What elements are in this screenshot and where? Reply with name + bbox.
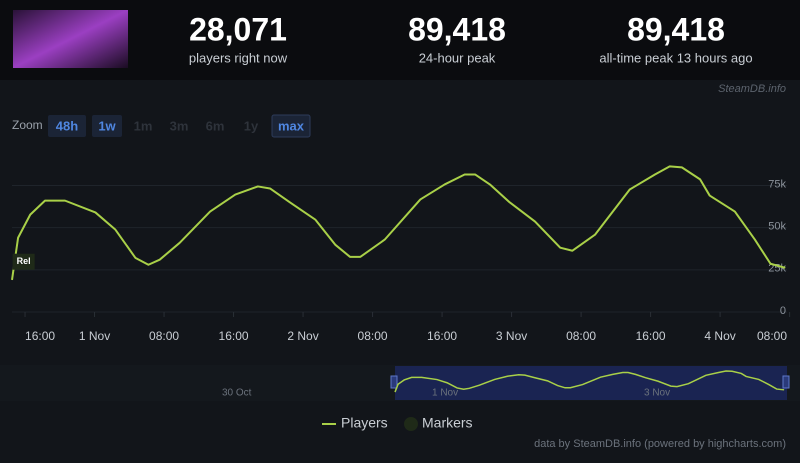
navigator-line — [394, 370, 785, 393]
x-tick-label: 1 Nov — [79, 329, 110, 343]
stat-label: all-time peak 13 hours ago — [599, 50, 752, 65]
legend-entry[interactable]: Markers — [422, 415, 473, 431]
navigator-label: 3 Nov — [644, 388, 670, 399]
zoom-button-label[interactable]: 48h — [56, 118, 78, 133]
navigator-label: 30 Oct — [222, 388, 252, 399]
x-tick-label: 16:00 — [636, 329, 666, 343]
x-tick-label: 08:00 — [757, 329, 787, 343]
zoom-button-label: 1m — [134, 118, 153, 133]
zoom-button-label[interactable]: max — [278, 118, 305, 133]
zoom-button-label: 3m — [170, 118, 189, 133]
navigator-handle[interactable] — [390, 375, 398, 389]
zoom-button-label: 6m — [206, 118, 225, 133]
footer[interactable]: data by SteamDB.info (powered by highcha… — [534, 438, 786, 450]
header-bar — [0, 0, 800, 80]
stat-value: 89,418 — [408, 11, 506, 47]
navigator-handle[interactable] — [782, 375, 790, 389]
x-tick-label: 08:00 — [566, 329, 596, 343]
x-tick-label: 16:00 — [25, 329, 55, 343]
marker[interactable] — [12, 253, 35, 270]
stat-value: 28,071 — [189, 11, 287, 47]
zoom-button[interactable] — [271, 114, 311, 138]
x-tick-label: 16:00 — [427, 329, 457, 343]
series-line — [11, 165, 786, 281]
x-tick-label: 2 Nov — [287, 329, 318, 343]
x-tick-label: 4 Nov — [704, 329, 735, 343]
zoom-button[interactable] — [48, 115, 86, 137]
legend-entry[interactable]: Players — [341, 415, 388, 431]
zoom-button-label: 1y — [244, 118, 259, 133]
y-tick-label: 25k — [768, 263, 786, 275]
zoom-button[interactable] — [92, 115, 122, 137]
x-tick-label: 3 Nov — [496, 329, 527, 343]
x-tick-label: 16:00 — [219, 329, 249, 343]
legend-swatch — [404, 417, 418, 431]
stat-value: 89,418 — [627, 11, 725, 47]
credit[interactable]: SteamDB.info — [718, 83, 786, 95]
navigator-label: 1 Nov — [432, 388, 458, 399]
y-tick-label: 50k — [768, 221, 786, 233]
y-tick-label: 75k — [768, 178, 786, 190]
marker-label: Rel — [17, 256, 31, 266]
game-thumbnail[interactable] — [13, 10, 128, 68]
zoom-button-label[interactable]: 1w — [98, 118, 116, 133]
stat-label: players right now — [189, 50, 288, 65]
y-tick-label: 0 — [780, 305, 786, 317]
x-tick-label: 08:00 — [358, 329, 388, 343]
x-tick-label: 08:00 — [149, 329, 179, 343]
stat-label: 24-hour peak — [419, 50, 496, 65]
zoom-label: Zoom — [12, 118, 43, 132]
